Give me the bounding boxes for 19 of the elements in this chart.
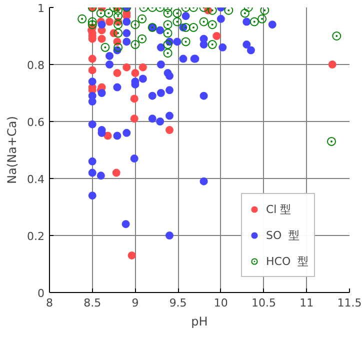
x-tick-label: 11 [300,296,314,310]
y-tick-label: 0 [38,287,44,300]
legend-label: Cl 型 [266,202,292,216]
x-axis-title: pH [191,314,208,328]
y-tick-label: 0.8 [27,59,45,72]
x-tick-label: 9.5 [169,296,187,310]
y-axis-title: Na(Na+Ca) [5,116,20,184]
y-tick-label: 0.2 [27,230,45,243]
y-tick-label: 0.4 [27,173,45,186]
x-tick-label: 11.5 [337,296,362,310]
y-tick-label: 1 [38,2,44,15]
x-tick-label: 10 [214,296,228,310]
x-tick-label: 9 [132,296,139,310]
legend-label: SO 型 [266,228,300,242]
x-tick-label: 10.5 [252,296,276,310]
y-tick-label: 0.6 [27,116,45,129]
x-tick-label: 8.5 [84,296,102,310]
x-tick-label: 8 [46,296,53,310]
legend-label: HCO 型 [266,254,309,268]
